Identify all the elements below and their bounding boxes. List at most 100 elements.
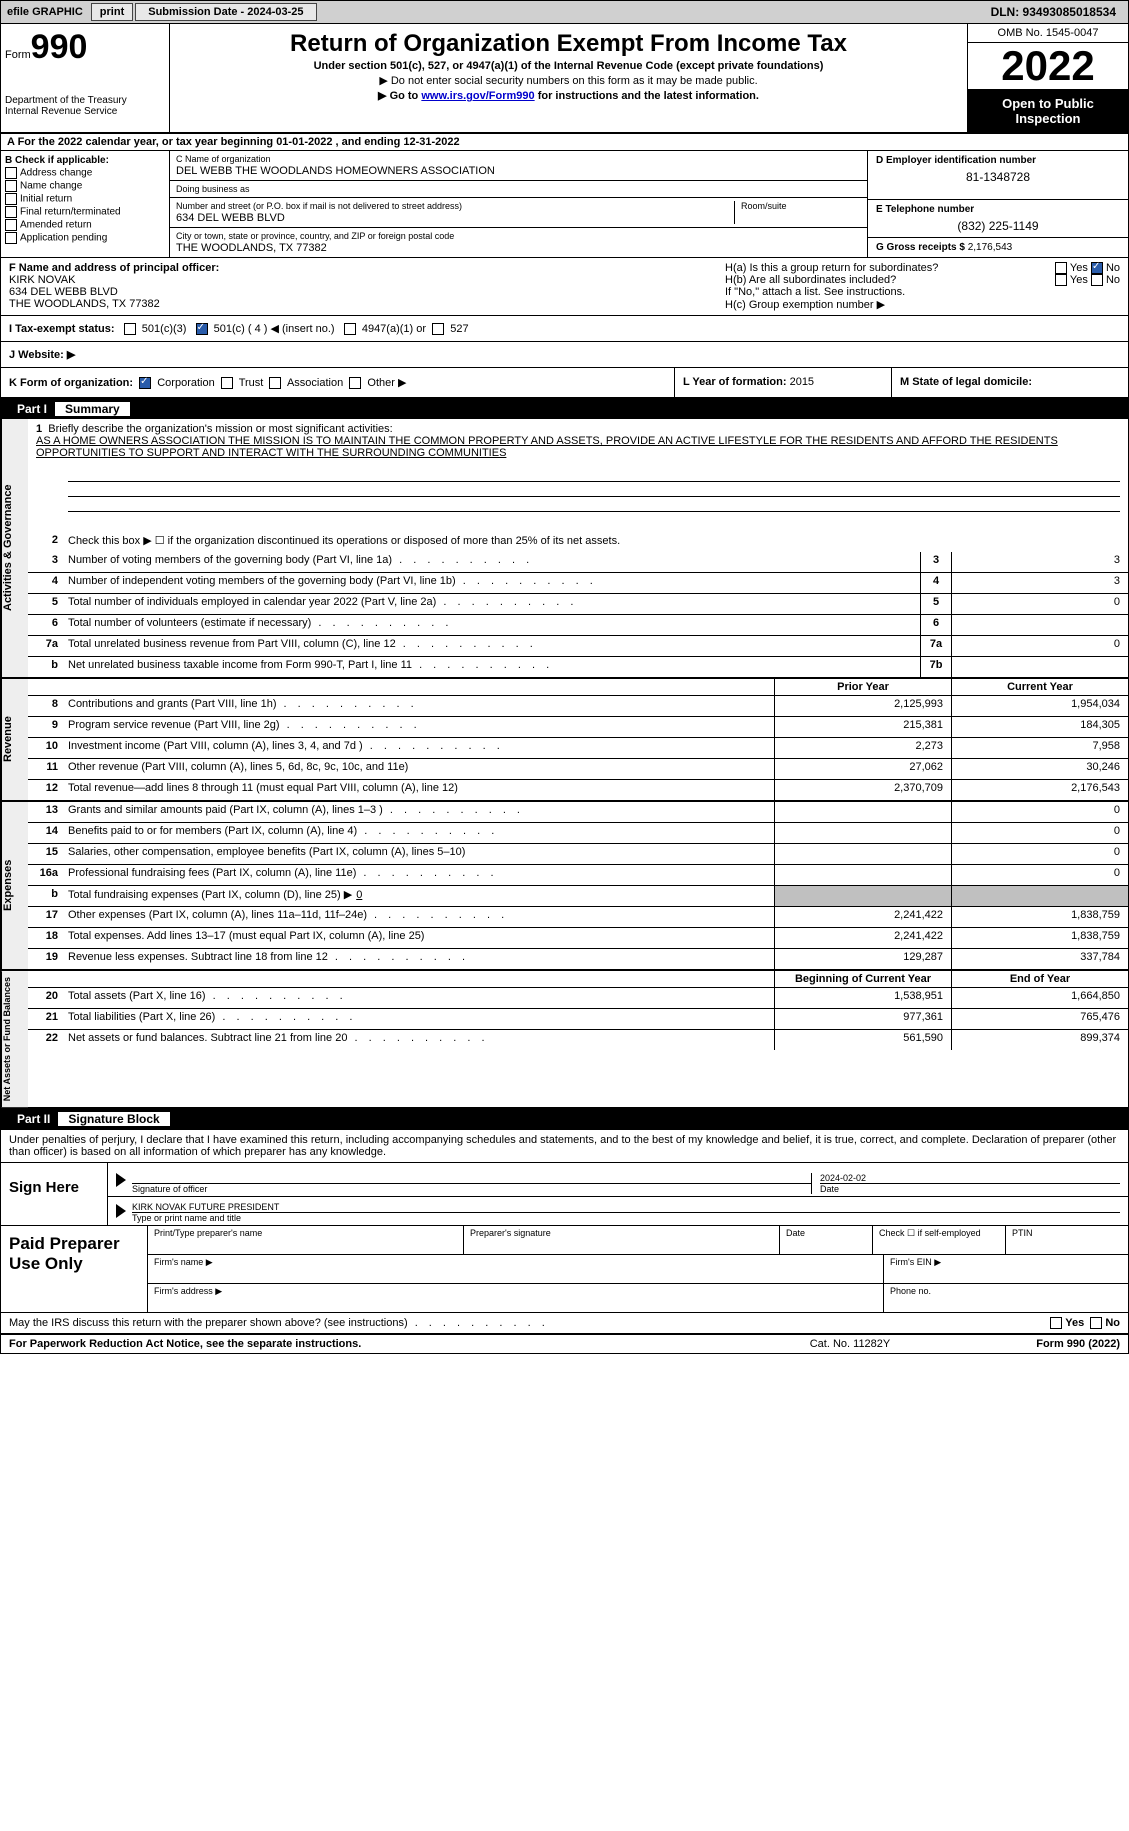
chk-4947[interactable]: [344, 323, 356, 335]
d-tel-label: E Telephone number: [876, 204, 974, 215]
part2-header: Part II Signature Block: [0, 1109, 1129, 1129]
footer-mid: Cat. No. 11282Y: [780, 1338, 920, 1350]
subtitle-1: Under section 501(c), 527, or 4947(a)(1)…: [178, 60, 959, 72]
chk-501c[interactable]: [196, 323, 208, 335]
sig-arrow-icon: [116, 1173, 126, 1187]
j-label: J Website: ▶: [9, 349, 75, 361]
chk-corp[interactable]: [139, 377, 151, 389]
line-7b-value: [951, 657, 1128, 677]
line-1-mission: 1 Briefly describe the organization's mi…: [28, 419, 1128, 463]
chk-name-change[interactable]: [5, 180, 17, 192]
chk-amended[interactable]: [5, 219, 17, 231]
paid-firm-addr: Firm's address ▶: [148, 1284, 884, 1312]
l-year-formation: L Year of formation: 2015: [674, 368, 891, 397]
line-19-current: 337,784: [951, 949, 1128, 969]
line-13-current: 0: [951, 802, 1128, 822]
ha-yes: Yes: [1070, 262, 1088, 274]
vtab-revenue: Revenue: [1, 679, 28, 800]
line-10-prior: 2,273: [774, 738, 951, 758]
mission-text: AS A HOME OWNERS ASSOCIATION THE MISSION…: [36, 435, 1058, 459]
line-7b-num: b: [28, 657, 64, 677]
line-3-label: Number of voting members of the governin…: [64, 552, 920, 572]
header-right: OMB No. 1545-0047 2022 Open to Public In…: [967, 24, 1128, 132]
line-19-prior: 129,287: [774, 949, 951, 969]
sig-name-label: Type or print name and title: [132, 1212, 1120, 1223]
lbl-trust: Trust: [239, 377, 264, 389]
l-label: L Year of formation:: [683, 376, 787, 388]
line-17-label: Other expenses (Part IX, column (A), lin…: [64, 907, 774, 927]
line-2-num: 2: [28, 532, 64, 552]
lbl-assoc: Association: [287, 377, 343, 389]
chk-discuss-no[interactable]: [1090, 1317, 1102, 1329]
mission-label: Briefly describe the organization's miss…: [48, 423, 392, 435]
line-5-num: 5: [28, 594, 64, 614]
may-discuss-row: May the IRS discuss this return with the…: [0, 1313, 1129, 1333]
irs-label: Internal Revenue Service: [5, 106, 165, 117]
chk-ha-yes[interactable]: [1055, 262, 1067, 274]
open-line1: Open to Public: [970, 96, 1126, 111]
lbl-527: 527: [450, 323, 468, 335]
omb-number: OMB No. 1545-0047: [968, 24, 1128, 43]
chk-hb-no[interactable]: [1091, 274, 1103, 286]
open-to-public: Open to Public Inspection: [968, 90, 1128, 132]
part1-header: Part I Summary: [0, 399, 1129, 419]
line-6-value: [951, 615, 1128, 635]
hb-no: No: [1106, 274, 1120, 286]
line-9-label: Program service revenue (Part VIII, line…: [64, 717, 774, 737]
line-21-label: Total liabilities (Part X, line 26): [64, 1009, 774, 1029]
chk-address-change[interactable]: [5, 167, 17, 179]
page-footer: For Paperwork Reduction Act Notice, see …: [0, 1333, 1129, 1354]
print-button[interactable]: print: [91, 3, 133, 21]
chk-527[interactable]: [432, 323, 444, 335]
line-16a-label: Professional fundraising fees (Part IX, …: [64, 865, 774, 885]
line-4-value: 3: [951, 573, 1128, 593]
ha-label: H(a) Is this a group return for subordin…: [725, 262, 1055, 274]
chk-initial-return[interactable]: [5, 193, 17, 205]
line-7a-value: 0: [951, 636, 1128, 656]
line-3-value: 3: [951, 552, 1128, 572]
c-name-value: DEL WEBB THE WOODLANDS HOMEOWNERS ASSOCI…: [176, 165, 861, 177]
chk-hb-yes[interactable]: [1055, 274, 1067, 286]
chk-other[interactable]: [349, 377, 361, 389]
section-fh: F Name and address of principal officer:…: [0, 258, 1129, 316]
paid-c5: PTIN: [1006, 1226, 1128, 1254]
line-17-prior: 2,241,422: [774, 907, 951, 927]
line-11-label: Other revenue (Part VIII, column (A), li…: [64, 759, 774, 779]
lbl-501c3: 501(c)(3): [142, 323, 187, 335]
chk-assoc[interactable]: [269, 377, 281, 389]
sig-name-value: KIRK NOVAK FUTURE PRESIDENT: [132, 1202, 1120, 1212]
lbl-4947: 4947(a)(1) or: [362, 323, 426, 335]
line-14-label: Benefits paid to or for members (Part IX…: [64, 823, 774, 843]
form990-link[interactable]: www.irs.gov/Form990: [421, 90, 534, 102]
chk-final-return[interactable]: [5, 206, 17, 218]
sig-date-value: 2024-02-02: [820, 1173, 1120, 1183]
form-title: Return of Organization Exempt From Incom…: [178, 30, 959, 58]
row-a-tax-year: A For the 2022 calendar year, or tax yea…: [0, 134, 1129, 151]
part1-title: Summary: [55, 402, 130, 416]
line-6-label: Total number of volunteers (estimate if …: [64, 615, 920, 635]
line-6-box: 6: [920, 615, 951, 635]
lbl-app-pending: Application pending: [20, 233, 107, 244]
f-addr1: 634 DEL WEBB BLVD: [9, 286, 709, 298]
sig-name-field[interactable]: KIRK NOVAK FUTURE PRESIDENT Type or prin…: [132, 1202, 1120, 1223]
chk-discuss-yes[interactable]: [1050, 1317, 1062, 1329]
line-22-end: 899,374: [951, 1030, 1128, 1050]
top-bar: efile GRAPHIC print Submission Date - 20…: [0, 0, 1129, 24]
section-net-assets: Net Assets or Fund Balances Beginning of…: [0, 971, 1129, 1109]
paid-c4: Check ☐ if self-employed: [873, 1226, 1006, 1254]
f-name: KIRK NOVAK: [9, 274, 709, 286]
line-5-label: Total number of individuals employed in …: [64, 594, 920, 614]
line-7a-num: 7a: [28, 636, 64, 656]
section-expenses: Expenses 13Grants and similar amounts pa…: [0, 802, 1129, 971]
section-bcd: B Check if applicable: Address change Na…: [0, 151, 1129, 258]
lbl-amended: Amended return: [20, 220, 92, 231]
line-16a-prior: [774, 865, 951, 885]
chk-app-pending[interactable]: [5, 232, 17, 244]
line-5-box: 5: [920, 594, 951, 614]
hc-label: H(c) Group exemption number ▶: [725, 298, 1120, 311]
chk-trust[interactable]: [221, 377, 233, 389]
line-11-current: 30,246: [951, 759, 1128, 779]
chk-501c3[interactable]: [124, 323, 136, 335]
sig-officer-field[interactable]: Signature of officer: [132, 1165, 811, 1194]
chk-ha-no[interactable]: [1091, 262, 1103, 274]
